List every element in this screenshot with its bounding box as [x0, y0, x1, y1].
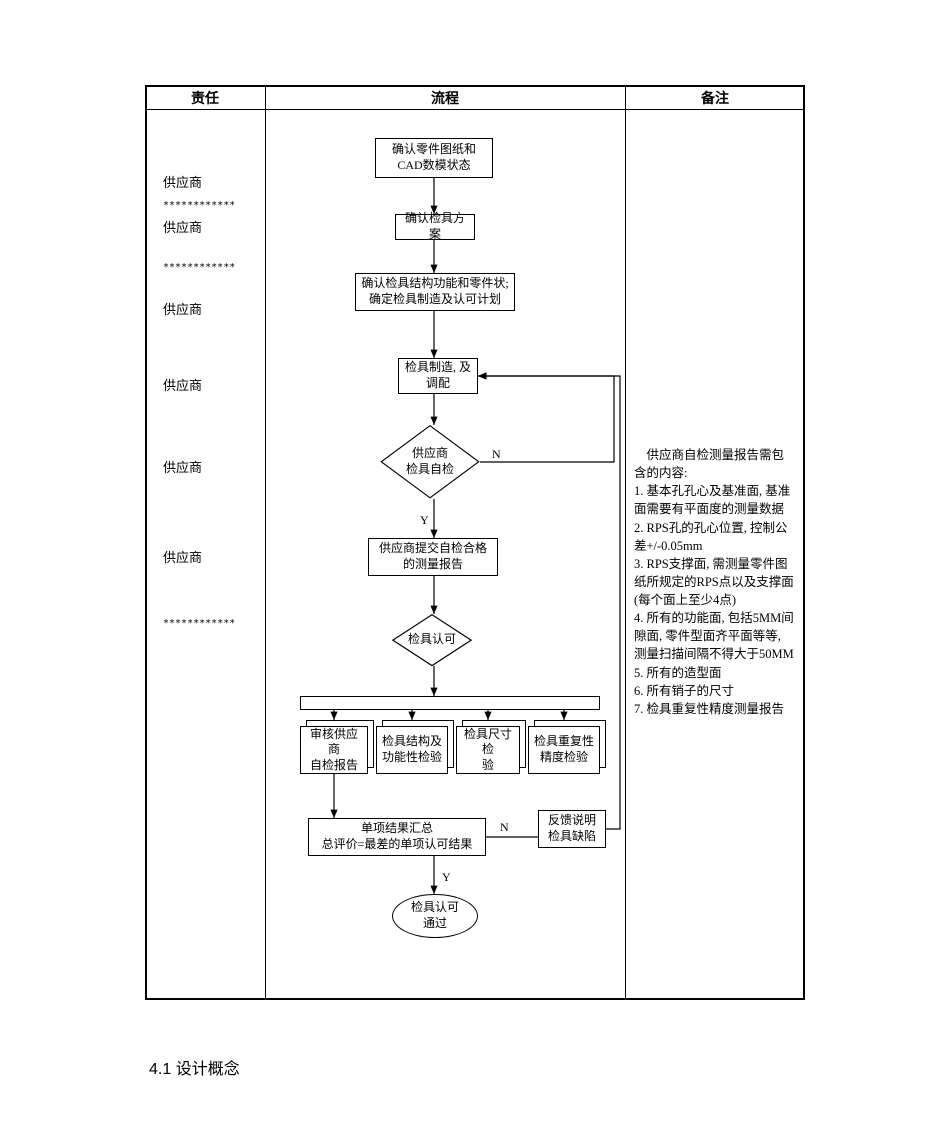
- edge-label: Y: [420, 513, 429, 528]
- header-remark: 备注: [625, 88, 805, 108]
- col-line-2: [625, 85, 626, 1000]
- flow-node-n10: 检具认可 通过: [392, 894, 478, 938]
- remarks-text: 供应商自检测量报告需包含的内容: 1. 基本孔孔心及基准面, 基准面需要有平面度…: [634, 446, 796, 718]
- flow-node-n6: 供应商提交自检合格 的测量报告: [368, 538, 498, 576]
- col-line-1: [265, 85, 266, 1000]
- flow-node-n4: 检具制造, 及 调配: [398, 358, 478, 394]
- responsibility-label: 供应商: [163, 378, 263, 395]
- flow-node-n3: 确认检具结构功能和零件状; 确定检具制造及认可计划: [355, 273, 515, 311]
- flow-node-n2: 确认检具方案: [395, 214, 475, 240]
- responsibility-label: 供应商: [163, 220, 263, 237]
- masked-text: ************: [163, 618, 263, 629]
- flow-node-bar: [300, 696, 600, 710]
- flow-node-n9: 反馈说明 检具缺陷: [538, 810, 606, 848]
- responsibility-label: 供应商: [163, 460, 263, 477]
- flow-node-p3: 检具尺寸检 验: [456, 720, 526, 774]
- header-line: [145, 109, 805, 110]
- responsibility-label: 供应商: [163, 302, 263, 319]
- section-caption: 4.1 设计概念: [149, 1055, 240, 1079]
- flow-node-n7: 检具认可: [392, 614, 472, 666]
- edge-label: N: [492, 447, 501, 462]
- flow-node-n8: 单项结果汇总 总评价=最差的单项认可结果: [308, 818, 486, 856]
- responsibility-label: 供应商: [163, 550, 263, 567]
- edge-label: Y: [442, 870, 451, 885]
- flow-node-n5: 供应商 检具自检: [380, 425, 480, 499]
- flow-node-n1: 确认零件图纸和 CAD数模状态: [375, 138, 493, 178]
- header-responsibility: 责任: [145, 88, 265, 108]
- responsibility-label: 供应商: [163, 175, 263, 192]
- flow-node-p2: 检具结构及 功能性检验: [376, 720, 454, 774]
- masked-text: ************: [163, 200, 263, 211]
- edge-label: N: [500, 820, 509, 835]
- flow-node-p4: 检具重复性 精度检验: [528, 720, 606, 774]
- flow-node-p1: 审核供应商 自检报告: [300, 720, 374, 774]
- masked-text: ************: [163, 262, 263, 273]
- header-flow: 流程: [265, 88, 625, 108]
